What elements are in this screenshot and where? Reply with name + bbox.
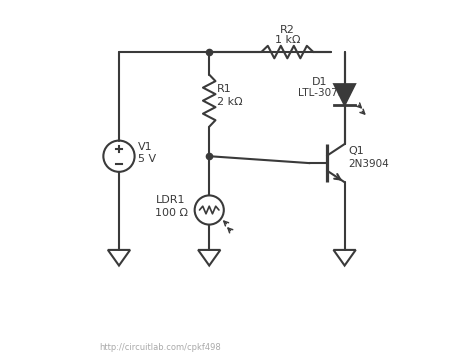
Text: R1: R1 (217, 84, 232, 94)
Text: machtudong / photoresistor + transistor: machtudong / photoresistor + transistor (100, 323, 282, 332)
Text: 2N3904: 2N3904 (348, 159, 389, 169)
Text: LDR1: LDR1 (155, 195, 185, 205)
Text: CIRCUIT: CIRCUIT (7, 323, 50, 332)
Text: D1: D1 (311, 77, 327, 87)
Text: 5 V: 5 V (138, 154, 156, 164)
Text: ~——H■LAB: ~——H■LAB (7, 342, 62, 350)
Text: 100 Ω: 100 Ω (155, 208, 189, 218)
Text: V1: V1 (138, 142, 153, 152)
Text: 2 kΩ: 2 kΩ (217, 97, 243, 107)
Polygon shape (334, 84, 355, 105)
Text: R2: R2 (280, 25, 295, 35)
Text: Q1: Q1 (348, 147, 364, 157)
Text: http://circuitlab.com/cpkf498: http://circuitlab.com/cpkf498 (100, 343, 221, 352)
Text: 1 kΩ: 1 kΩ (274, 36, 300, 45)
Text: LTL-307EE: LTL-307EE (298, 88, 350, 98)
